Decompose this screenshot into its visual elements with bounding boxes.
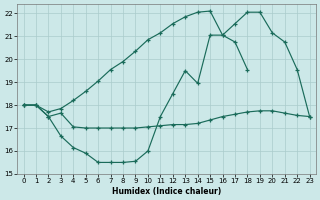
X-axis label: Humidex (Indice chaleur): Humidex (Indice chaleur) bbox=[112, 187, 221, 196]
